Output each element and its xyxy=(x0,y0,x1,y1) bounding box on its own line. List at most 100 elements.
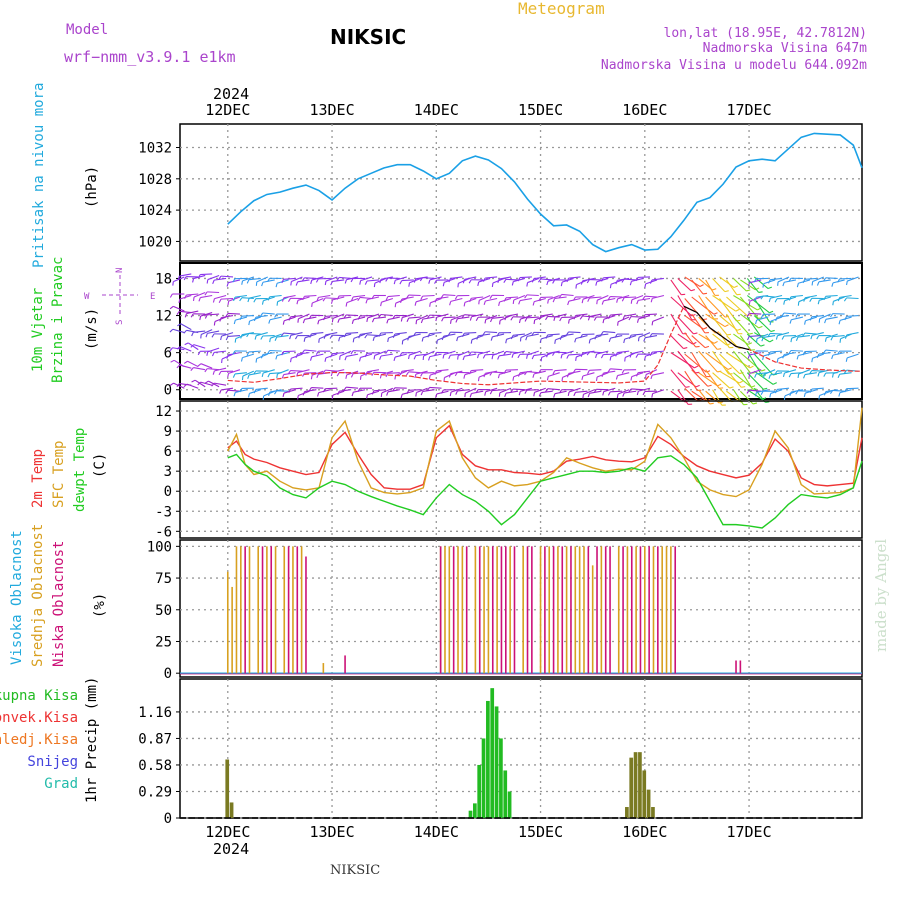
wind-barb-flag xyxy=(315,278,319,283)
wind-barb xyxy=(415,297,428,303)
wind-barb xyxy=(422,389,435,392)
wind-barb xyxy=(207,291,220,294)
wind-barb xyxy=(540,278,553,281)
wind-barb xyxy=(597,294,609,301)
wind-barb-flag xyxy=(781,335,785,340)
wind-barb-flag xyxy=(301,277,305,282)
y-tick-label: 1028 xyxy=(138,172,172,188)
wind-barb xyxy=(726,369,742,388)
wind-barb-flag xyxy=(699,284,704,287)
wind-barb-flag xyxy=(650,375,653,380)
wind-barb-flag xyxy=(406,390,410,395)
wind-barb-flag xyxy=(788,350,792,355)
wind-barb-flag xyxy=(220,335,223,341)
wind-barb xyxy=(408,333,421,338)
wind-barb-flag xyxy=(387,337,389,343)
wind-barb xyxy=(339,316,352,320)
wind-barb xyxy=(568,370,581,375)
wind-barb xyxy=(235,389,248,393)
wind-barb xyxy=(367,369,380,373)
wind-barb-flag xyxy=(517,372,521,377)
wind-barb-flag xyxy=(323,334,326,339)
wind-barb-flag xyxy=(399,371,403,376)
wind-barb-flag xyxy=(287,370,291,375)
wind-barb xyxy=(457,389,470,392)
wind-barb-flag xyxy=(505,339,508,344)
wind-barb-flag xyxy=(491,282,494,287)
precip-legend: Ukupna Kisa Konvek.Kisa Zaledj.Kisa Snijeg G… xyxy=(0,688,78,792)
wind-barb-flag xyxy=(296,372,299,377)
wind-barb-flag xyxy=(567,391,570,396)
wind-barb-flag xyxy=(239,315,243,320)
wind-barb xyxy=(839,294,852,298)
wind-barb-flag xyxy=(456,337,459,342)
sfc-line xyxy=(227,407,863,498)
wind-barb-flag xyxy=(330,281,333,286)
wind-barb-flag xyxy=(774,298,778,303)
wind-barb-flag xyxy=(636,318,640,323)
wind-barb-flag xyxy=(511,353,514,358)
wind-barb-flag xyxy=(489,318,493,323)
wind-barb-flag xyxy=(176,310,180,315)
wind-direction-compass-icon: W E N S xyxy=(84,268,155,325)
wind-barb xyxy=(526,371,539,374)
wind-barb-flag xyxy=(484,391,487,396)
y-tick-label: 50 xyxy=(155,603,172,619)
wind-barb xyxy=(812,276,824,282)
wind-barb xyxy=(436,313,449,318)
wind-barb-flag xyxy=(421,337,424,342)
temperature-frame xyxy=(179,400,863,539)
wind-barb xyxy=(416,315,428,321)
wind-barb-flag xyxy=(232,350,236,355)
wind-barb-flag xyxy=(581,375,584,381)
wind-barb xyxy=(519,297,532,302)
wind-barb xyxy=(415,353,428,357)
wind-barb xyxy=(193,291,206,298)
wind-barb xyxy=(269,389,282,393)
wind-barb xyxy=(670,369,687,388)
wind-barb-flag xyxy=(695,371,700,374)
wind-barb xyxy=(753,315,772,332)
wind-barb-flag xyxy=(365,371,368,376)
wind-barb-flag xyxy=(525,336,528,341)
wind-barb-flag xyxy=(496,332,500,337)
wind-barb xyxy=(804,372,817,376)
wind-barb xyxy=(832,352,845,356)
wind-barb xyxy=(478,333,491,337)
y-tick-label: 1024 xyxy=(138,203,172,219)
wind-barb-flag xyxy=(636,390,639,396)
wind-barb xyxy=(360,276,373,282)
wind-barb xyxy=(749,312,762,315)
wind-barb-flag xyxy=(233,392,236,397)
wind-barb-flag xyxy=(296,300,299,305)
wind-barb xyxy=(492,333,505,338)
wind-barb xyxy=(512,333,525,336)
wind-barb-flag xyxy=(788,296,792,301)
y-tick-label: 1032 xyxy=(138,140,172,156)
wind-barb-flag xyxy=(615,280,618,285)
wind-barb-flag xyxy=(350,373,354,378)
wind-barb-flag xyxy=(553,316,556,321)
wind-barb xyxy=(582,277,595,282)
wind-barb-flag xyxy=(227,373,230,378)
wind-barb xyxy=(248,372,261,376)
wind-barb-flag xyxy=(352,338,355,343)
wind-barb xyxy=(691,390,708,402)
wind-barb-flag xyxy=(399,352,403,357)
wind-barb-flag xyxy=(552,370,556,375)
wind-barb-flag xyxy=(429,302,431,307)
wind-barb-flag xyxy=(635,277,639,282)
wind-barb-flag xyxy=(761,337,764,342)
wind-barb-flag xyxy=(767,286,773,290)
wind-barb-flag xyxy=(552,298,556,303)
wind-barb-flag xyxy=(373,355,376,360)
wind-barb-flag xyxy=(629,353,632,358)
wind-barb xyxy=(554,369,567,372)
wind-barb xyxy=(811,314,824,318)
wind-barb xyxy=(172,328,185,334)
legend-conv_precip: Konvek.Kisa xyxy=(0,710,78,726)
wind-barb-flag xyxy=(510,316,514,321)
wind-barb xyxy=(179,310,192,314)
wind-barb-flag xyxy=(769,310,774,314)
